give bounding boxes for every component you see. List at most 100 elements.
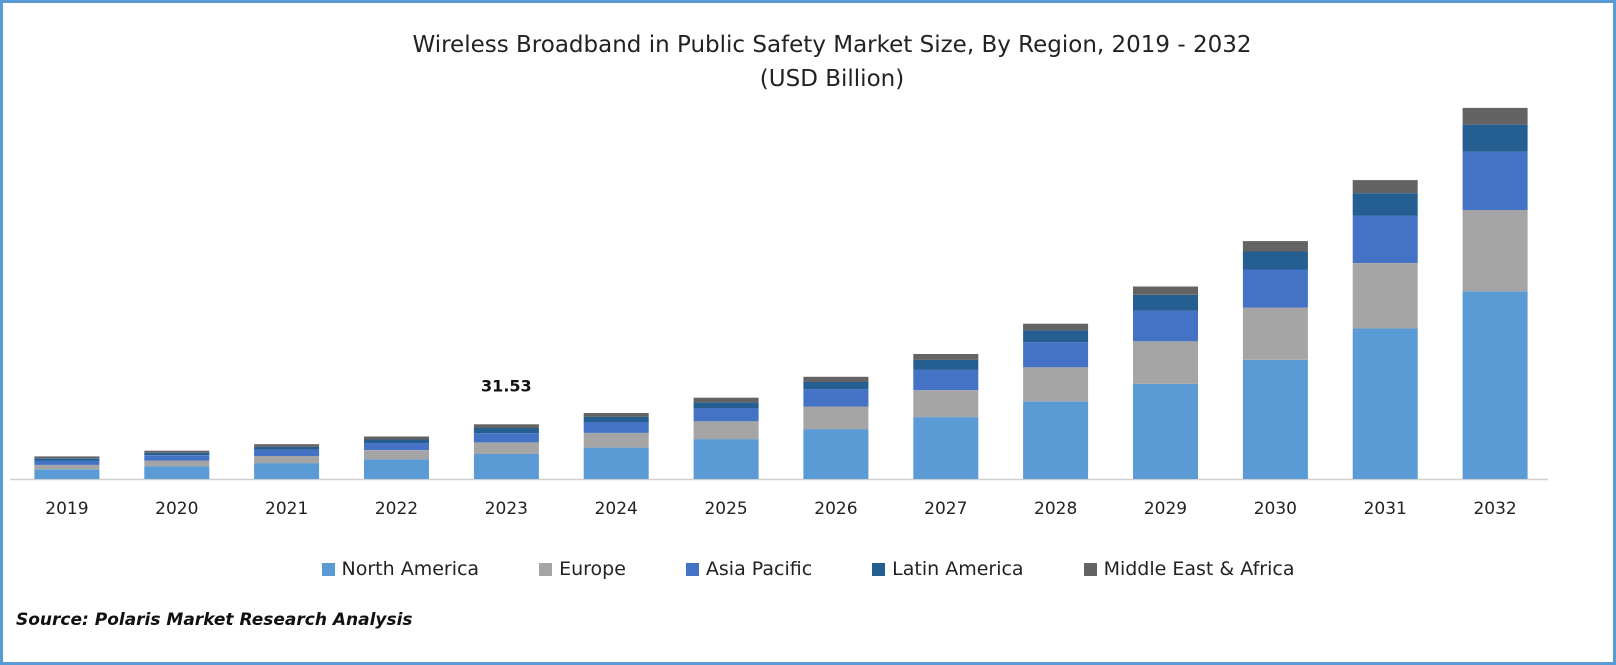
bar-segment-2031-latin-america [1352, 193, 1418, 216]
bar-segment-2030-middle-east-africa [1242, 241, 1308, 252]
legend-label: Middle East & Africa [1103, 558, 1295, 580]
legend-item-middle-east-africa: Middle East & Africa [1083, 558, 1295, 580]
bar-segment-2024-middle-east-africa [583, 413, 649, 417]
bar-segment-2021-asia-pacific [254, 449, 320, 457]
bar-segment-2022-middle-east-africa [364, 436, 429, 440]
x-tick-label-2032: 2032 [1473, 499, 1516, 519]
bar-segment-2027-north-america [913, 417, 979, 479]
bar-segment-2030-latin-america [1242, 251, 1308, 270]
bar-segment-2028-latin-america [1023, 330, 1089, 343]
legend-item-asia-pacific: Asia Pacific [685, 558, 812, 580]
legend-label: Latin America [892, 558, 1024, 580]
bar-segment-2029-latin-america [1133, 294, 1198, 311]
bar-segment-2032-europe [1462, 210, 1528, 292]
x-tick-label-2023: 2023 [485, 499, 528, 519]
bar-segment-2019-latin-america [34, 458, 100, 461]
bar-segment-2024-asia-pacific [583, 422, 649, 433]
bar-segment-2027-europe [913, 390, 979, 418]
bar-segment-2032-latin-america [1462, 124, 1528, 152]
bar-segment-2027-middle-east-africa [913, 354, 979, 360]
bar-segment-2021-middle-east-africa [254, 444, 320, 447]
bar-segment-2028-europe [1023, 367, 1089, 402]
bar-segment-2026-europe [803, 406, 869, 430]
data-label-2023: 31.53 [481, 376, 532, 395]
x-tick-label-2021: 2021 [265, 499, 308, 519]
legend-swatch [1083, 562, 1097, 576]
bar-segment-2026-middle-east-africa [803, 376, 869, 382]
bar-segment-2025-middle-east-africa [693, 397, 759, 403]
bar-segment-2030-asia-pacific [1242, 269, 1308, 308]
bar-segment-2020-middle-east-africa [144, 450, 210, 453]
legend-swatch [539, 562, 553, 576]
bar-segment-2022-asia-pacific [364, 443, 429, 451]
bar-segment-2029-europe [1133, 341, 1198, 384]
legend-item-europe: Europe [539, 558, 626, 580]
bar-segment-2026-latin-america [803, 381, 869, 390]
chart-legend: North America Europe Asia Pacific Latin Ame… [0, 558, 1616, 580]
bar-segment-2031-middle-east-africa [1352, 180, 1418, 194]
bar-segment-2019-europe [34, 464, 100, 470]
bar-segment-2020-europe [144, 460, 210, 467]
legend-item-north-america: North America [321, 558, 480, 580]
bar-segment-2028-asia-pacific [1023, 342, 1089, 368]
legend-swatch [685, 562, 699, 576]
bar-segment-2032-north-america [1462, 291, 1528, 479]
x-tick-label-2028: 2028 [1034, 499, 1077, 519]
bar-segment-2019-asia-pacific [34, 460, 100, 465]
bar-segment-2022-latin-america [364, 439, 429, 444]
x-tick-label-2029: 2029 [1144, 499, 1187, 519]
legend-label: Europe [559, 558, 626, 580]
bar-segment-2031-north-america [1352, 328, 1418, 479]
bar-segment-2020-asia-pacific [144, 455, 210, 461]
bar-segment-2023-latin-america [473, 428, 539, 434]
bar-segment-2031-asia-pacific [1352, 215, 1418, 263]
source-note: Source: Polaris Market Research Analysis [16, 610, 413, 630]
bar-segment-2024-north-america [583, 447, 649, 479]
legend-label: North America [341, 558, 480, 580]
bar-segment-2021-latin-america [254, 446, 320, 450]
bar-segment-2026-asia-pacific [803, 389, 869, 407]
bar-segment-2030-europe [1242, 307, 1308, 360]
bar-segment-2029-north-america [1133, 383, 1198, 479]
bar-segment-2029-asia-pacific [1133, 310, 1198, 342]
legend-swatch [872, 562, 886, 576]
bar-segment-2021-europe [254, 456, 320, 464]
bar-segment-2025-asia-pacific [693, 408, 759, 422]
bar-segment-2021-north-america [254, 463, 320, 479]
bar-segment-2023-asia-pacific [473, 433, 539, 443]
x-tick-label-2022: 2022 [375, 499, 418, 519]
bar-segment-2019-middle-east-africa [34, 456, 100, 459]
bar-segment-2025-latin-america [693, 402, 759, 408]
x-tick-label-2019: 2019 [45, 499, 88, 519]
bar-segment-2024-europe [583, 433, 649, 448]
bar-segment-2028-north-america [1023, 401, 1089, 479]
bar-segment-2023-europe [473, 442, 539, 454]
bar-segment-2027-latin-america [913, 359, 979, 370]
bar-segment-2023-north-america [473, 454, 539, 479]
bar-segment-2023-middle-east-africa [473, 424, 539, 428]
legend-item-latin-america: Latin America [872, 558, 1024, 580]
chart-title-block: Wireless Broadband in Public Safety Mark… [24, 28, 1616, 96]
bar-segment-2027-asia-pacific [913, 369, 979, 391]
chart-title: Wireless Broadband in Public Safety Mark… [412, 32, 1252, 58]
x-tick-label-2026: 2026 [814, 499, 857, 519]
bar-segment-2020-latin-america [144, 452, 210, 456]
bar-segment-2026-north-america [803, 429, 869, 479]
legend-swatch [321, 562, 335, 576]
bar-segment-2022-europe [364, 450, 429, 460]
x-tick-label-2025: 2025 [704, 499, 747, 519]
bar-segment-2031-europe [1352, 263, 1418, 329]
bar-segment-2019-north-america [34, 469, 100, 479]
bar-segment-2028-middle-east-africa [1023, 323, 1089, 331]
bar-segment-2030-north-america [1242, 359, 1308, 479]
bar-segment-2032-asia-pacific [1462, 151, 1528, 210]
bar-segment-2022-north-america [364, 459, 429, 479]
bar-segment-2029-middle-east-africa [1133, 286, 1198, 295]
x-tick-label-2027: 2027 [924, 499, 967, 519]
bar-segment-2025-north-america [693, 439, 759, 479]
bar-segment-2025-europe [693, 421, 759, 439]
x-tick-label-2020: 2020 [155, 499, 198, 519]
x-tick-label-2031: 2031 [1364, 499, 1407, 519]
